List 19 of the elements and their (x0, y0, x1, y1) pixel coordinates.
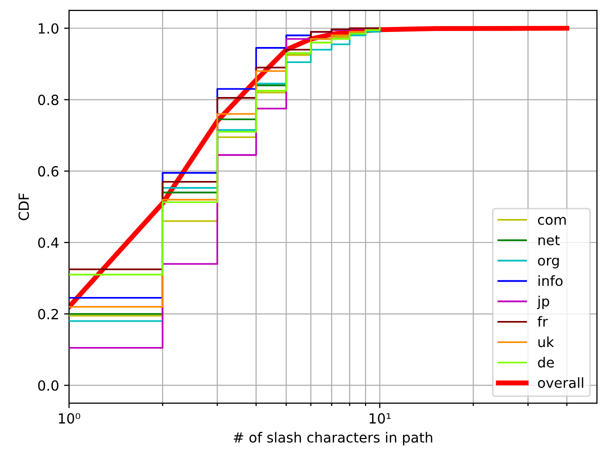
y-tick-label: 0.2 (38, 308, 58, 320)
legend-label: org (538, 258, 559, 268)
legend-label: info (538, 275, 563, 286)
legend-label: net (538, 235, 560, 246)
x-axis-title: # of slash characters in path (234, 432, 432, 446)
legend-label: overall (538, 377, 584, 388)
y-axis-title: CDF (18, 193, 29, 220)
legend-label: com (538, 216, 566, 225)
x-tick-label: 10⁰ (58, 413, 80, 424)
y-tick-label: 0.6 (38, 166, 58, 177)
legend-label: fr (538, 316, 548, 327)
x-tick-label: 10¹ (370, 413, 391, 424)
legend-label: jp (536, 296, 550, 310)
legend-label: de (538, 356, 554, 368)
y-tick-label: 0.4 (38, 237, 59, 248)
y-tick-label: 0.0 (38, 380, 58, 391)
legend-label: uk (538, 336, 554, 348)
y-tick-label: 0.8 (38, 94, 58, 106)
y-tick-label: 1.0 (38, 23, 58, 34)
